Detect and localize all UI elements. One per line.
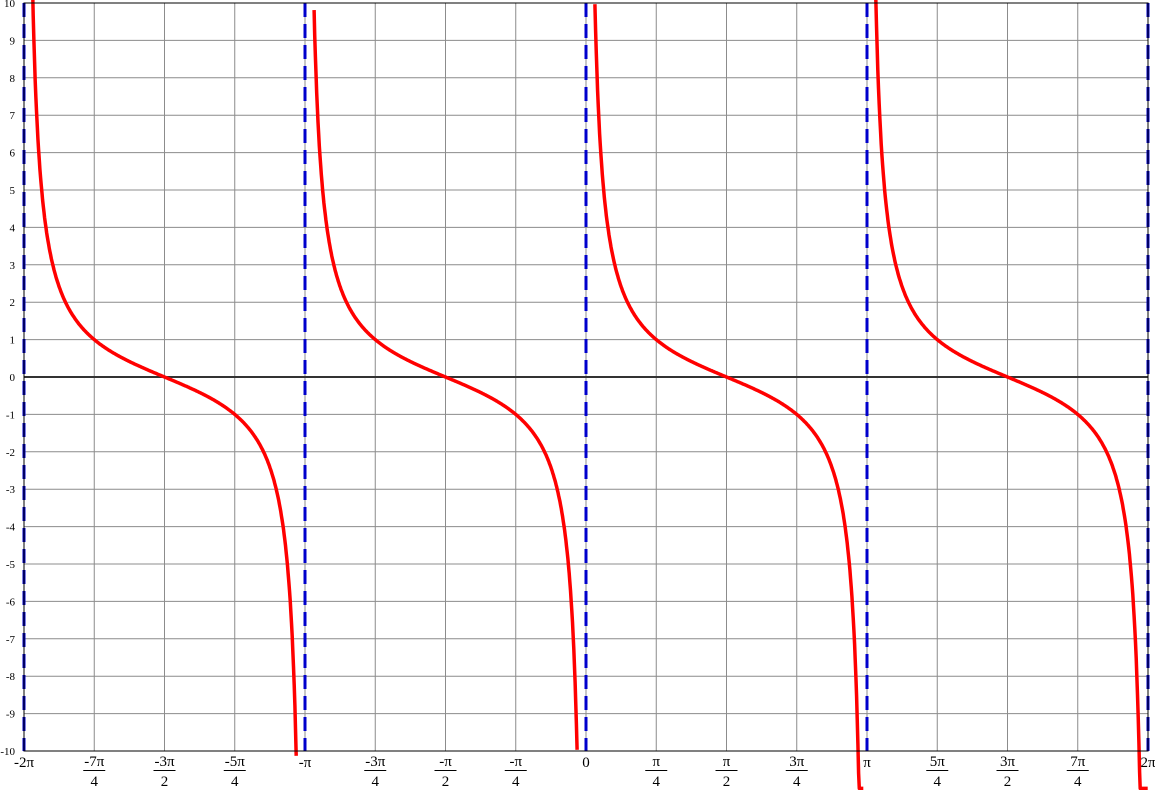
y-tick-label: 4 [10,222,16,234]
x-tick-denominator: 4 [793,774,801,790]
x-tick-label: 2π [1140,755,1155,771]
x-tick-fraction: -3π2 [153,754,176,790]
cotangent-branch [593,4,865,790]
y-tick-label: -8 [6,671,16,683]
cotangent-branch [312,10,579,750]
x-tick-numerator: -3π [365,754,385,770]
y-tick-label: -10 [0,746,15,758]
x-tick-denominator: 2 [723,774,731,790]
y-tick-label: -4 [6,522,16,534]
x-tick-denominator: 4 [372,774,380,790]
x-tick-denominator: 4 [512,774,520,790]
x-tick-fraction: 3π4 [785,754,808,790]
x-tick-label: -2π [14,755,34,771]
x-tick-fraction: -7π4 [83,754,106,790]
x-tick-numerator: -3π [154,754,174,770]
y-tick-label: 9 [10,35,16,47]
plot-frame [23,2,1149,752]
x-tick-fraction: 7π4 [1066,754,1089,790]
y-tick-label: -9 [6,709,16,721]
x-tick-denominator: 4 [231,774,239,790]
y-tick-label: 3 [10,260,16,272]
y-tick-label: -6 [6,596,16,608]
x-tick-denominator: 4 [1074,774,1082,790]
x-tick-numerator: 5π [930,754,946,770]
y-tick-label: -5 [6,559,16,571]
x-tick-denominator: 4 [934,774,942,790]
x-tick-numerator: π [723,754,731,770]
x-tick-numerator: -7π [84,754,104,770]
x-tick-fraction: π4 [645,754,668,790]
cotangent-branch [874,0,1149,790]
x-tick-numerator: 3π [789,754,805,770]
x-tick-denominator: 2 [161,774,169,790]
y-tick-label: -1 [6,409,15,421]
x-tick-label: 0 [582,755,590,771]
x-tick-numerator: π [652,754,660,770]
x-tick-denominator: 4 [91,774,99,790]
y-tick-label: 0 [10,372,16,384]
x-tick-numerator: -5π [225,754,245,770]
x-tick-numerator: 3π [1000,754,1016,770]
x-tick-fraction: -π 4 [504,754,527,790]
x-tick-fraction: 5π4 [926,754,949,790]
x-tick-numerator: 7π [1070,754,1086,770]
x-tick-label: π [863,755,871,771]
x-tick-label: -π [299,755,312,771]
x-tick-denominator: 2 [1004,774,1012,790]
x-tick-fraction: π2 [715,754,738,790]
x-tick-fraction: -5π4 [223,754,246,790]
y-tick-label: 8 [10,73,16,85]
y-tick-label: -2 [6,447,15,459]
y-tick-label: 6 [10,148,16,160]
y-tick-label: 5 [10,185,16,197]
x-tick-fraction: 3π2 [996,754,1019,790]
plot-border [23,2,1149,752]
y-tick-label: -3 [6,484,16,496]
cotangent-branch [31,0,298,756]
y-tick-label: 7 [10,110,16,122]
y-tick-label: 10 [4,0,16,10]
x-tick-fraction: -π 2 [434,754,457,790]
x-tick-denominator: 4 [653,774,661,790]
x-tick-fraction: -3π4 [364,754,387,790]
x-tick-numerator: -π [439,754,452,770]
y-tick-label: 2 [10,297,16,309]
y-tick-label: -7 [6,634,16,646]
cotangent-curve-series [31,0,1149,790]
y-tick-label: 1 [10,335,16,347]
x-tick-denominator: 2 [442,774,450,790]
x-tick-numerator: -π [509,754,522,770]
